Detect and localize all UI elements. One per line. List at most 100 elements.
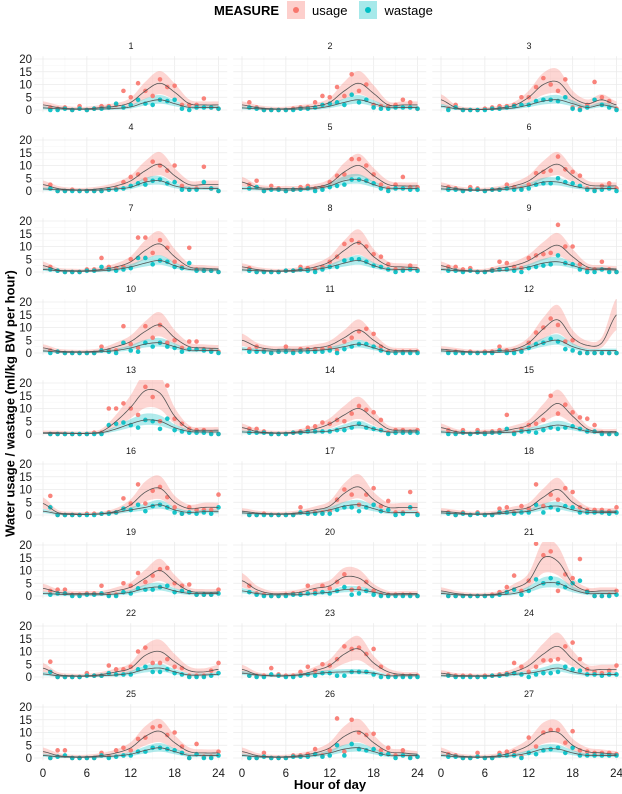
wastage-point xyxy=(283,349,289,355)
wastage-ribbon xyxy=(441,576,617,596)
usage-ribbon xyxy=(441,389,617,434)
y-tick-label: 5 xyxy=(26,740,32,752)
usage-point xyxy=(592,79,597,85)
usage-point xyxy=(385,498,391,504)
wastage-point xyxy=(614,107,619,113)
wastage-point xyxy=(570,667,575,672)
usage-point xyxy=(121,580,126,586)
usage-point xyxy=(371,485,376,491)
wastage-point xyxy=(349,741,354,747)
wastage-point xyxy=(135,349,141,355)
facet-panel-6: 6 xyxy=(432,122,622,194)
wastage-point xyxy=(577,578,583,583)
wastage-point xyxy=(446,754,451,760)
wastage-point xyxy=(327,429,333,434)
usage-point xyxy=(497,506,502,511)
usage-ribbon xyxy=(43,558,219,596)
usage-point xyxy=(157,237,163,243)
wastage-point xyxy=(446,107,451,113)
wastage-point xyxy=(276,107,281,113)
usage-ribbon xyxy=(242,70,418,110)
y-tick-label: 0 xyxy=(26,510,32,522)
wastage-point xyxy=(356,591,362,596)
wastage-point xyxy=(150,102,155,108)
x-tick-label: 6 xyxy=(283,768,289,780)
wastage-fit-line xyxy=(42,99,219,110)
usage-point xyxy=(555,411,561,416)
usage-point xyxy=(371,172,376,177)
wastage-point xyxy=(511,431,517,437)
usage-point xyxy=(511,573,517,578)
wastage-point xyxy=(349,256,354,262)
wastage-point xyxy=(247,349,252,355)
wastage-point xyxy=(548,336,553,342)
panel-plot-area xyxy=(440,541,619,599)
panel-plot-area xyxy=(440,477,619,518)
usage-point xyxy=(548,393,553,399)
usage-point xyxy=(548,492,553,497)
wastage-point xyxy=(113,187,119,193)
usage-point xyxy=(364,407,369,413)
y-tick-label: 15 xyxy=(19,229,32,241)
wastage-point xyxy=(342,427,347,433)
usage-point xyxy=(135,649,141,654)
usage-point xyxy=(128,406,134,411)
facet-panel-18: 18 xyxy=(432,446,622,518)
wastage-point xyxy=(519,592,524,598)
wastage-point xyxy=(541,510,546,515)
wastage-point xyxy=(519,755,524,761)
usage-point xyxy=(614,505,619,510)
wastage-point xyxy=(555,426,561,432)
usage-point xyxy=(541,417,546,423)
x-tick-label: 12 xyxy=(522,768,535,780)
wastage-point xyxy=(261,188,267,194)
usage-point xyxy=(143,645,148,650)
wastage-point xyxy=(606,350,612,356)
wastage-point xyxy=(194,592,199,598)
usage-point xyxy=(62,587,68,592)
wastage-point xyxy=(533,264,539,270)
y-tick-label: 20 xyxy=(19,135,32,147)
usage-fit-line xyxy=(241,408,418,434)
y-tick-label: 10 xyxy=(19,161,32,173)
usage-point xyxy=(334,716,340,721)
usage-point xyxy=(342,418,347,424)
wastage-point xyxy=(378,593,384,599)
usage-point xyxy=(400,748,406,753)
facet-strip-label: 5 xyxy=(327,122,332,132)
usage-point xyxy=(143,323,148,329)
wastage-point xyxy=(261,349,267,355)
usage-point xyxy=(548,658,553,663)
wastage-point xyxy=(179,187,185,193)
wastage-point xyxy=(135,97,141,103)
y-tick-label: 20 xyxy=(19,459,32,471)
legend-label-wastage: wastage xyxy=(384,2,433,18)
usage-point xyxy=(201,164,207,170)
wastage-point xyxy=(415,512,420,518)
usage-point xyxy=(150,488,155,494)
wastage-point xyxy=(334,183,340,189)
usage-point xyxy=(548,250,553,256)
wastage-point xyxy=(186,107,192,113)
usage-point xyxy=(312,746,318,752)
facet-strip-label: 18 xyxy=(524,446,534,456)
usage-point xyxy=(305,425,311,430)
wastage-point xyxy=(208,268,214,274)
wastage-point xyxy=(541,427,546,433)
wastage-point xyxy=(143,182,148,187)
usage-fit-line xyxy=(241,82,418,110)
wastage-point xyxy=(135,502,141,508)
usage-point xyxy=(254,178,259,184)
wastage-point xyxy=(305,511,311,517)
wastage-point xyxy=(201,430,207,436)
wastage-point xyxy=(371,746,376,752)
usage-point xyxy=(150,394,155,400)
usage-point xyxy=(541,658,546,663)
y-tick-label: 0 xyxy=(26,186,32,198)
usage-fit-line xyxy=(42,650,219,677)
usage-point xyxy=(349,72,354,77)
wastage-point xyxy=(194,430,199,436)
wastage-point xyxy=(555,669,561,675)
